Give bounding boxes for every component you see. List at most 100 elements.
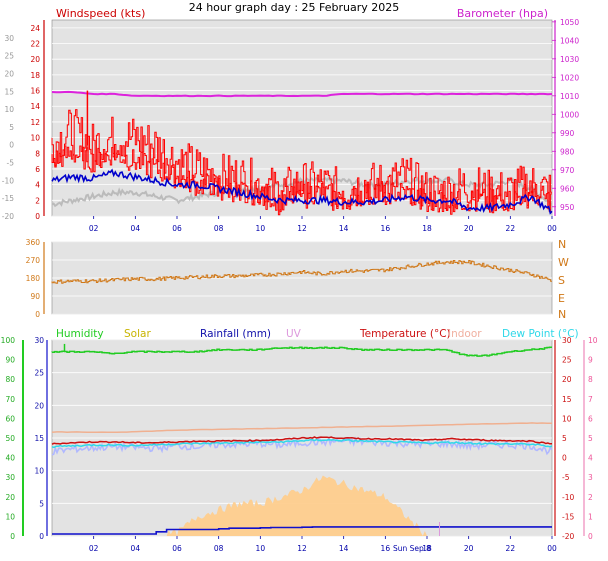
- windspeed-axis-title: Windspeed (kts): [56, 7, 145, 20]
- temperature-tick-label: 20: [562, 375, 572, 384]
- rainfall-tick-label: 15: [34, 434, 44, 443]
- uv-tick-label: 0: [588, 532, 593, 541]
- barometer-tick-label: 990: [560, 129, 575, 138]
- temperature-tick-label: 0: [562, 454, 567, 463]
- barometer-tick-label: 1010: [560, 92, 579, 101]
- x-tick-label: 10: [256, 544, 266, 553]
- x-tick-label: 12: [297, 544, 307, 553]
- humidity-line: [51, 346, 552, 357]
- windspeed-tick-label: 8: [35, 149, 40, 158]
- barometer-tick-label: 970: [560, 166, 575, 175]
- solar-area: [52, 475, 552, 536]
- temperature-tick-label: -20: [562, 532, 574, 541]
- barometer-line: [51, 90, 553, 98]
- temperature-tick-label: -10: [562, 493, 574, 502]
- far-left-tick-label: 15: [4, 87, 14, 96]
- x-tick-label: 12: [297, 224, 307, 233]
- compass-label: E: [558, 292, 565, 305]
- x-tick-label: 02: [89, 544, 99, 553]
- dew-point-line: [51, 438, 553, 449]
- compass-label: N: [558, 238, 566, 251]
- direction-tick-label: 270: [26, 256, 41, 265]
- compass-label: N: [558, 308, 566, 321]
- temperature-tick-label: -5: [562, 473, 570, 482]
- humidity-tick-label: 60: [5, 414, 15, 423]
- windspeed-tick-label: 6: [35, 165, 40, 174]
- x-tick-label: 16: [381, 224, 391, 233]
- humidity-tick-label: 80: [5, 375, 15, 384]
- windspeed-tick-label: 22: [30, 40, 40, 49]
- barometer-axis-title: Barometer (hpa): [457, 7, 548, 20]
- temperature-tick-label: 5: [562, 434, 567, 443]
- uv-tick-label: 10: [588, 336, 598, 345]
- windspeed-tick-label: 16: [30, 87, 40, 96]
- uv-tick-label: 2: [588, 493, 593, 502]
- x-tick-label: 14: [339, 544, 349, 553]
- x-tick-label: 20: [464, 544, 474, 553]
- uv-tick-label: 4: [588, 454, 593, 463]
- direction-tick-label: 360: [26, 238, 41, 247]
- legend-item: UV: [286, 328, 302, 340]
- x-tick-label: 04: [131, 224, 141, 233]
- x-tick-label: 16: [381, 544, 391, 553]
- uv-tick-label: 6: [588, 414, 593, 423]
- x-tick-label: 18: [422, 544, 432, 553]
- x-tick-label: 08: [214, 544, 224, 553]
- barometer-tick-label: 1050: [560, 18, 579, 27]
- rainfall-tick-label: 20: [34, 401, 44, 410]
- temperature-tick-label: -15: [562, 512, 574, 521]
- legend-item: Humidity: [56, 328, 104, 340]
- x-tick-label: 06: [172, 544, 182, 553]
- far-left-tick-label: 20: [4, 69, 14, 78]
- x-tick-label: 04: [131, 544, 141, 553]
- gust-line: [51, 109, 552, 216]
- uv-tick-label: 3: [588, 473, 593, 482]
- humidity-tick-label: 50: [5, 434, 15, 443]
- windspeed-tick-label: 10: [30, 134, 40, 143]
- compass-label: S: [558, 274, 565, 287]
- wind-direction-line: [51, 260, 552, 284]
- humidity-tick-label: 30: [5, 473, 15, 482]
- legend-item: Temperature (°C): [359, 328, 451, 340]
- far-left-tick-label: 30: [4, 34, 14, 43]
- windspeed-tick-label: 4: [35, 181, 40, 190]
- barometer-tick-label: 1030: [560, 55, 579, 64]
- temperature-tick-label: 25: [562, 356, 572, 365]
- indoor-line: [51, 422, 553, 434]
- far-left-tick-label: 10: [4, 105, 14, 114]
- far-left-tick-label: 5: [9, 123, 14, 132]
- rainfall-tick-label: 10: [34, 467, 44, 476]
- compass-label: W: [558, 256, 569, 269]
- rainfall-tick-label: 5: [39, 499, 44, 508]
- barometer-tick-label: 960: [560, 184, 575, 193]
- windspeed-tick-label: 2: [35, 196, 40, 205]
- grey-trace-line: [51, 175, 553, 208]
- uv-tick-label: 8: [588, 375, 593, 384]
- temperature-line: [51, 436, 552, 445]
- windspeed-tick-label: 12: [30, 118, 40, 127]
- x-tick-label: 22: [506, 224, 516, 233]
- average-wind-line: [51, 168, 553, 215]
- humidity-tick-label: 40: [5, 454, 15, 463]
- humidity-tick-label: 90: [5, 356, 15, 365]
- humidity-tick-label: 70: [5, 395, 15, 404]
- temperature-tick-label: 15: [562, 395, 572, 404]
- uv-tick-label: 9: [588, 356, 593, 365]
- far-left-tick-label: -10: [2, 176, 14, 185]
- x-tick-label: 20: [464, 224, 474, 233]
- far-left-tick-label: -5: [7, 159, 15, 168]
- barometer-tick-label: 980: [560, 147, 575, 156]
- direction-tick-label: 90: [30, 292, 40, 301]
- temperature-tick-label: 30: [562, 336, 572, 345]
- x-tick-label: 02: [89, 224, 99, 233]
- windspeed-tick-label: 20: [30, 55, 40, 64]
- humidity-tick-label: 100: [1, 336, 16, 345]
- rainfall-line: [52, 526, 552, 535]
- rainfall-tick-label: 25: [34, 369, 44, 378]
- date-marker-label: Sun Sep 8: [393, 544, 431, 553]
- legend-item: Solar: [124, 328, 151, 340]
- barometer-tick-label: 950: [560, 203, 575, 212]
- wind-line: [51, 145, 552, 213]
- barometer-tick-label: 1020: [560, 73, 579, 82]
